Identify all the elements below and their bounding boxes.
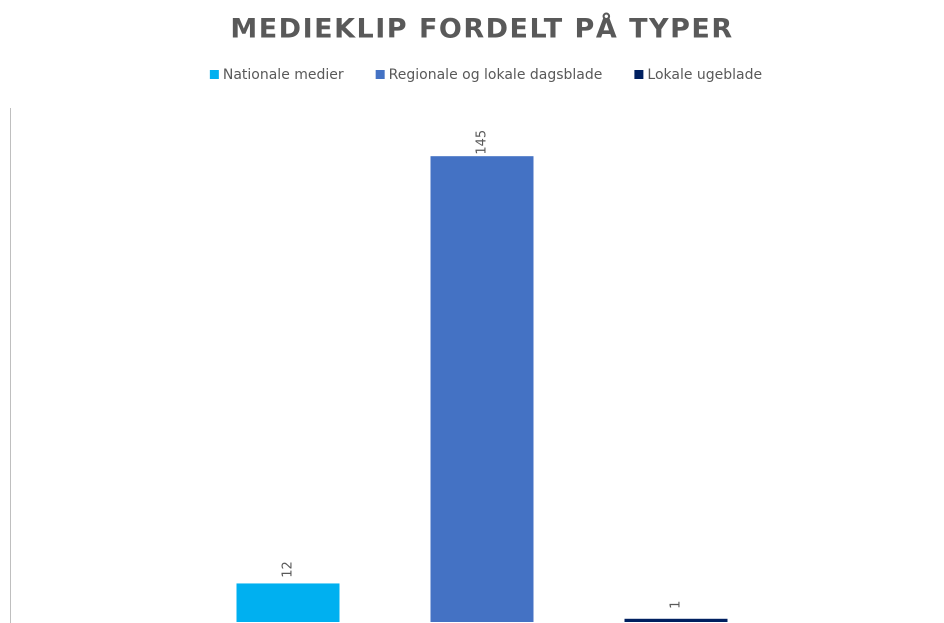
chart-title: MEDIEKLIP FORDELT PÅ TYPER [230,13,733,45]
legend-label: Regionale og lokale dagsblade [389,67,603,83]
bar [430,156,534,622]
bar [624,618,728,622]
data-label: 1 [669,601,684,609]
legend-label: Lokale ugeblade [647,67,762,83]
legend-swatch [209,70,219,79]
data-label: 12 [281,561,296,578]
data-label: 145 [475,130,490,155]
bar [236,583,340,622]
legend-swatch [634,70,644,79]
legend-swatch [375,70,385,79]
legend-label: Nationale medier [223,67,344,83]
